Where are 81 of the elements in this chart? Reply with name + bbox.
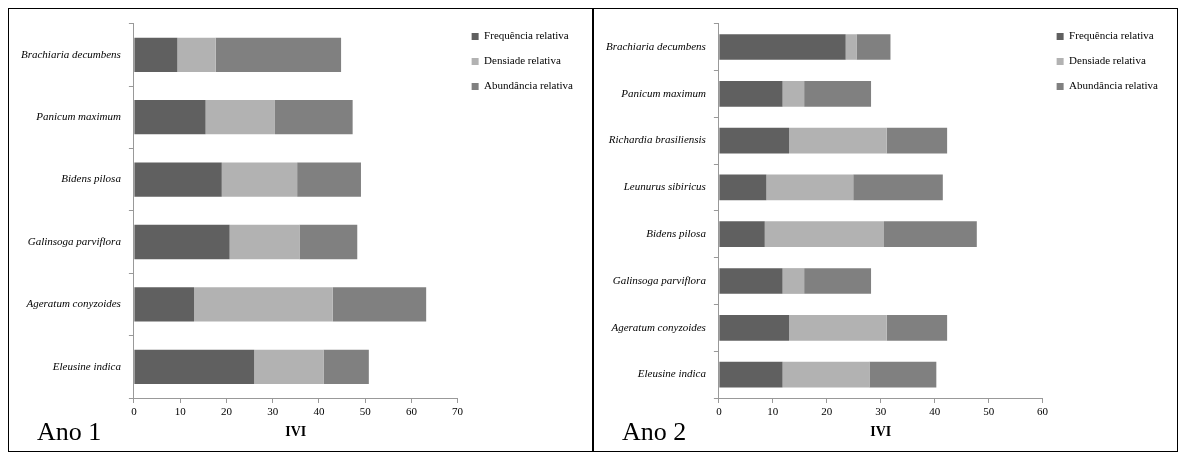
x-tick-label: 60	[405, 405, 418, 418]
y-tick-label: Eleusine indica	[636, 367, 707, 380]
y-tick-label: Bidens pilosa	[646, 227, 707, 240]
bar	[886, 314, 948, 341]
bar	[719, 314, 790, 341]
bar	[719, 361, 783, 388]
x-tick-label: 30	[875, 405, 887, 418]
bar	[323, 349, 369, 384]
bar	[766, 174, 854, 201]
x-tick-label: 30	[267, 405, 279, 418]
x-tick-label: 70	[452, 405, 464, 418]
bar	[299, 224, 358, 260]
legend-label: Frequência relativa	[1069, 29, 1154, 42]
bar	[782, 80, 805, 107]
bar	[205, 100, 275, 135]
y-tick-label: Ageratum conyzoides	[25, 297, 121, 310]
legend-label: Frequência relativa	[484, 29, 569, 42]
x-tick-label: 40	[313, 405, 325, 418]
bar	[215, 37, 342, 72]
y-tick-label: Galinsoga parviflora	[27, 234, 122, 247]
bar	[764, 221, 884, 248]
x-tick-label: 0	[716, 405, 723, 418]
x-tick-label: 50	[983, 405, 995, 418]
x-tick-label: 0	[131, 405, 138, 418]
legend-label: Densiade relativa	[484, 54, 561, 67]
bar	[332, 287, 427, 322]
bar	[789, 127, 887, 154]
bar	[884, 221, 977, 248]
x-axis-title: IVI	[870, 424, 892, 440]
bar	[719, 174, 767, 201]
x-axis-title: IVI	[285, 424, 307, 440]
bar	[229, 224, 300, 260]
y-tick-label: Eleusine indica	[51, 359, 122, 372]
bar	[177, 37, 216, 72]
y-tick-label: Bidens pilosa	[61, 172, 122, 185]
bar	[789, 314, 887, 341]
y-tick-label: Leunurus sibiricus	[622, 180, 706, 193]
bar	[719, 127, 790, 154]
bar	[782, 268, 805, 294]
legend-label: Abundância relativa	[1069, 79, 1159, 92]
bar	[254, 349, 324, 384]
bar	[886, 127, 948, 154]
y-tick-label: Panicum maximum	[35, 110, 121, 123]
y-tick-label: Brachiaria decumbens	[605, 39, 706, 52]
bar	[134, 349, 255, 384]
x-tick-label: 20	[220, 405, 233, 418]
y-tick-label: Galinsoga parviflora	[612, 273, 707, 286]
x-tick-label: 60	[1037, 405, 1049, 418]
bar	[782, 361, 870, 388]
bar	[719, 221, 765, 248]
x-tick-label: 10	[767, 405, 779, 418]
bar	[297, 162, 361, 197]
bar	[856, 34, 891, 60]
y-tick-label: Brachiaria decumbens	[20, 47, 121, 60]
bar	[869, 361, 937, 388]
bar	[719, 80, 783, 107]
bar	[134, 37, 178, 72]
bar	[194, 287, 333, 322]
y-tick-label: Ageratum conyzoides	[610, 320, 706, 333]
x-tick-label: 40	[929, 405, 941, 418]
bar	[274, 100, 353, 135]
bar	[804, 268, 872, 294]
bar	[804, 80, 872, 107]
legend-label: Densiade relativa	[1069, 54, 1146, 67]
x-tick-label: 50	[359, 405, 372, 418]
bar	[134, 100, 206, 135]
bar	[719, 34, 846, 60]
bar	[221, 162, 298, 197]
text: Ano 2	[622, 417, 687, 447]
x-tick-label: 10	[174, 405, 187, 418]
x-tick-label: 20	[821, 405, 833, 418]
bar	[134, 224, 230, 260]
y-tick-label: Panicum maximum	[620, 86, 706, 99]
text: Ano 1	[37, 417, 102, 447]
bar	[134, 162, 222, 197]
y-tick-label: Richardia brasiliensis	[607, 133, 706, 146]
bar	[719, 268, 783, 294]
bar	[134, 287, 195, 322]
bar	[845, 34, 857, 60]
legend-label: Abundância relativa	[484, 79, 574, 92]
bar	[853, 174, 943, 201]
